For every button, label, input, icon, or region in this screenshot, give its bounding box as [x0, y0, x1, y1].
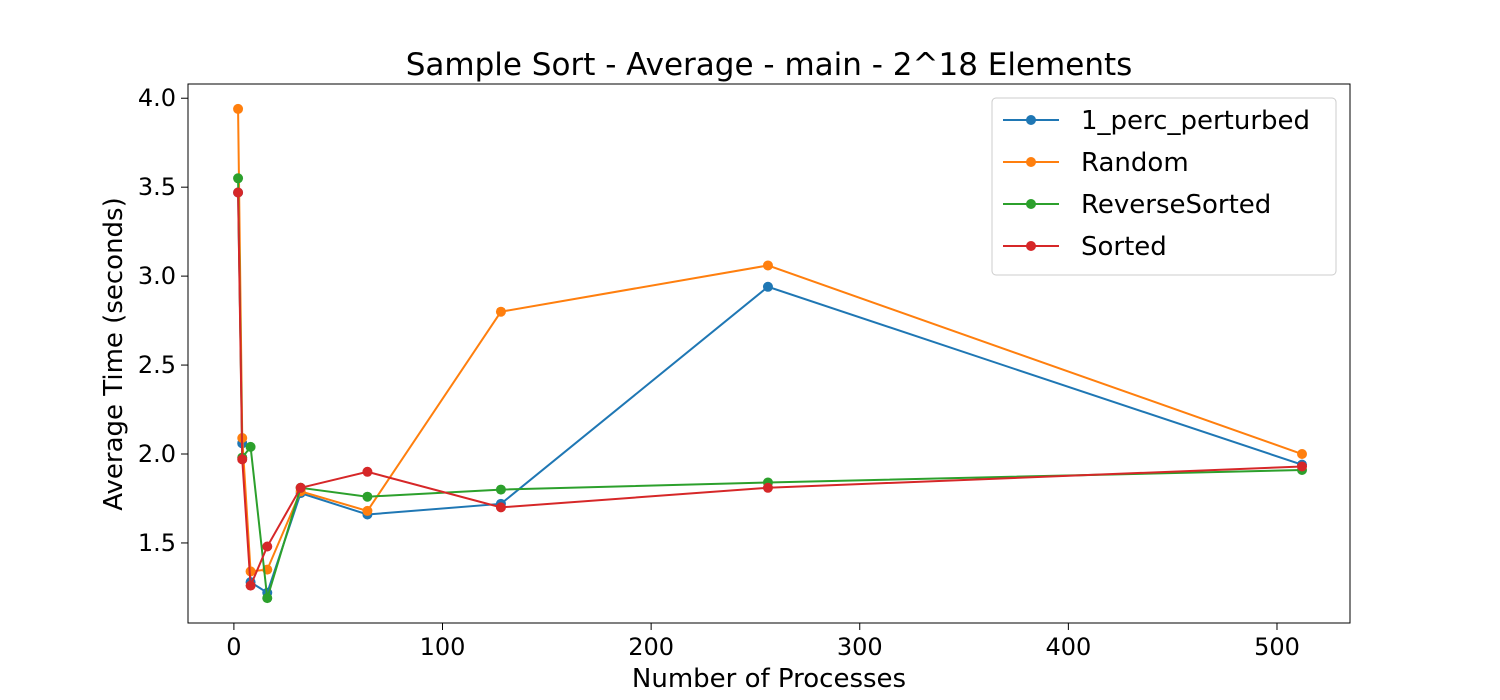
y-tick-label: 2.5: [138, 351, 176, 379]
series-sorted: [233, 187, 1308, 591]
y-axis-label: Average Time (seconds): [99, 197, 129, 511]
legend-marker: [1026, 199, 1036, 209]
series-layer: [233, 103, 1308, 604]
x-tick-label: 500: [1254, 633, 1300, 661]
y-axis: 1.5 2.0 2.5 3.0 3.5 4.0: [138, 84, 188, 557]
data-point-reversesorted: [245, 441, 256, 452]
x-tick-label: 300: [837, 633, 883, 661]
y-tick-label: 1.5: [138, 529, 176, 557]
x-tick-label: 0: [226, 633, 241, 661]
data-point-sorted: [295, 482, 306, 493]
data-point-sorted: [495, 502, 506, 513]
legend-label: Sorted: [1081, 232, 1167, 262]
y-tick-label: 2.0: [138, 440, 176, 468]
x-axis: 0 100 200 300 400 500: [226, 623, 1300, 661]
data-point-reversesorted: [233, 173, 244, 184]
data-point-random: [233, 103, 244, 114]
legend-item-sorted: Sorted: [1003, 232, 1167, 262]
data-point-1-perc-perturbed: [762, 281, 773, 292]
data-point-reversesorted: [495, 484, 506, 495]
data-point-random: [495, 306, 506, 317]
data-point-reversesorted: [262, 593, 273, 604]
legend-item-1-perc-perturbed: 1_perc_perturbed: [1003, 106, 1310, 136]
chart-title: Sample Sort - Average - main - 2^18 Elem…: [406, 47, 1133, 83]
data-point-sorted: [362, 466, 373, 477]
legend-frame: [991, 97, 1337, 276]
data-point-random: [762, 260, 773, 271]
data-point-sorted: [1297, 461, 1308, 472]
data-point-sorted: [237, 454, 248, 465]
legend-label: 1_perc_perturbed: [1081, 106, 1310, 136]
x-axis-label: Number of Processes: [632, 664, 906, 694]
legend-item-random: Random: [1003, 148, 1189, 178]
legend-marker: [1026, 157, 1036, 167]
y-tick-label: 3.0: [138, 262, 176, 290]
data-point-reversesorted: [362, 491, 373, 502]
data-point-random: [1297, 449, 1308, 460]
plot-frame: [187, 83, 1351, 624]
legend-marker: [1026, 241, 1036, 251]
legend-label: ReverseSorted: [1081, 190, 1271, 220]
data-point-sorted: [762, 482, 773, 493]
legend-item-reversesorted: ReverseSorted: [1003, 190, 1271, 220]
data-point-sorted: [262, 541, 273, 552]
y-tick-label: 4.0: [138, 84, 176, 112]
y-tick-label: 3.5: [138, 173, 176, 201]
x-tick-label: 100: [420, 633, 466, 661]
data-point-random: [362, 505, 373, 516]
legend-label: Random: [1081, 148, 1189, 178]
legend-marker: [1026, 115, 1036, 125]
x-tick-label: 400: [1045, 633, 1091, 661]
x-tick-label: 200: [628, 633, 674, 661]
data-point-sorted: [233, 187, 244, 198]
data-point-sorted: [245, 580, 256, 591]
legend: 1_perc_perturbed Random ReverseSorted Sorte…: [991, 97, 1337, 276]
